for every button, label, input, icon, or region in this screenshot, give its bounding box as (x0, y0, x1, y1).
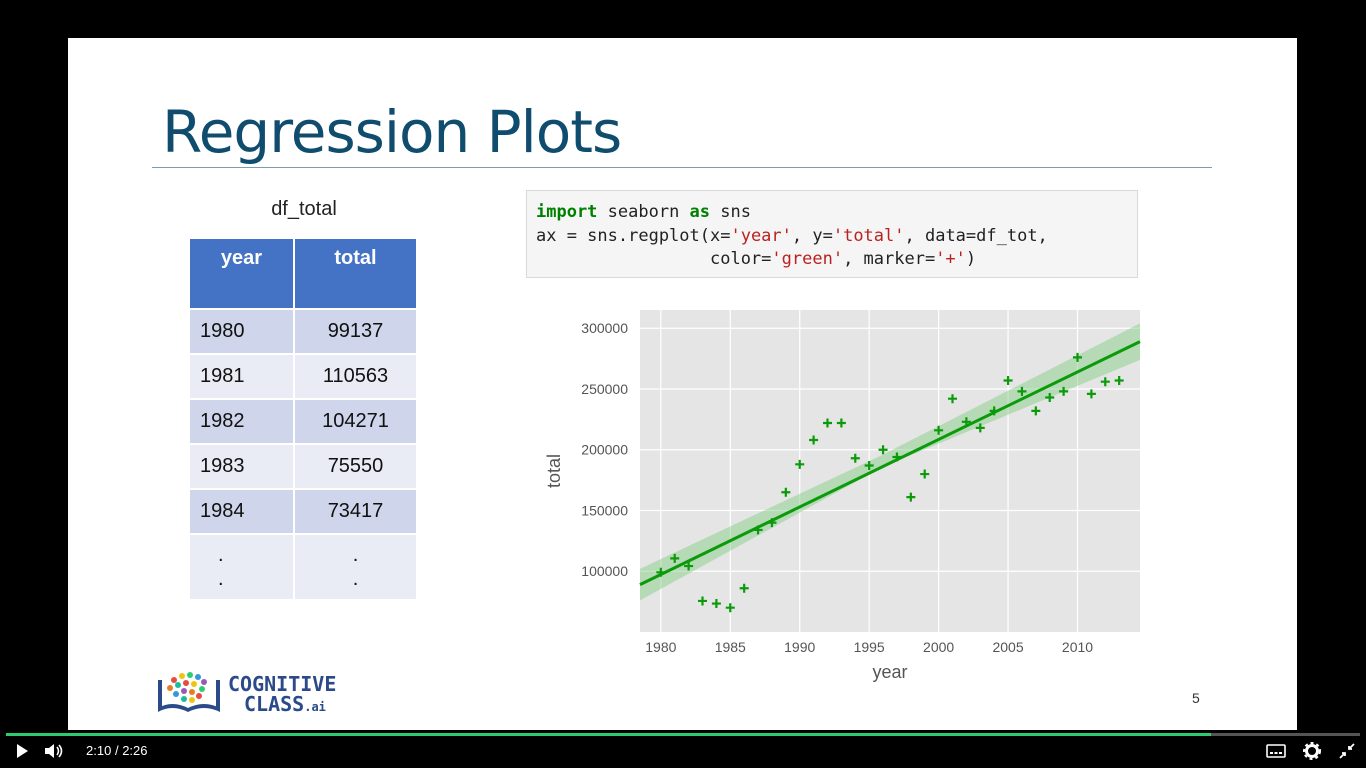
data-point (1031, 406, 1041, 416)
data-point (1073, 352, 1082, 362)
cell-total: 75550 (294, 443, 418, 489)
cell-year: 1984 (190, 488, 295, 534)
x-axis-label: year (872, 662, 907, 682)
regression-line (639, 340, 1141, 586)
data-point (684, 561, 694, 571)
video-control-bar: 2:10 / 2:26 (0, 730, 1366, 768)
column-header-total: total (294, 239, 418, 309)
data-point (948, 394, 957, 404)
data-point (711, 599, 721, 609)
logo-text: COGNITIVE CLASS.ai (228, 672, 337, 716)
time-separator: / (114, 743, 119, 758)
data-point (809, 435, 819, 445)
x-tick-label: 1995 (854, 639, 885, 655)
regression-chart: 100000 150000 200000 250000 300000 1980 1985 19… (544, 310, 1141, 682)
data-point (1100, 377, 1110, 387)
data-point (781, 487, 791, 497)
slide-page-number: 5 (1192, 690, 1200, 706)
y-axis-label: total (544, 454, 564, 488)
data-point (823, 418, 832, 428)
y-tick-label: 100000 (581, 563, 628, 579)
data-point (1059, 386, 1069, 396)
cognitive-class-logo: COGNITIVE CLASS.ai (154, 670, 354, 720)
data-point (739, 583, 749, 593)
current-time: 2:10 (86, 743, 112, 758)
x-tick-label: 1980 (645, 639, 676, 655)
plot-area (640, 310, 1140, 632)
exit-fullscreen-icon[interactable] (1339, 743, 1355, 759)
progress-track[interactable] (6, 733, 1360, 736)
cell-year: 1980 (190, 308, 295, 354)
y-tick-label: 250000 (581, 381, 628, 397)
data-point (1086, 389, 1096, 399)
data-point (1017, 386, 1027, 396)
x-tick-label: 1985 (715, 639, 746, 655)
data-point (1114, 375, 1124, 385)
y-tick-label: 300000 (581, 320, 628, 336)
ellipsis-total: .. (294, 533, 418, 599)
y-tick-label: 150000 (581, 502, 628, 518)
cell-total: 99137 (294, 308, 418, 354)
data-point (934, 425, 944, 435)
data-table: year total 1980 99137 1981 110563 1982 1… (190, 239, 418, 599)
code-line-2: ax = sns.regplot(x='year', y='total', da… (536, 225, 1048, 246)
cell-year: 1981 (190, 353, 295, 399)
table-row: 1981 110563 (190, 353, 418, 399)
cell-total: 110563 (294, 353, 418, 399)
data-point (795, 459, 805, 469)
duration: 2:26 (122, 743, 148, 758)
table-caption: df_total (271, 198, 337, 220)
table-row: 1983 75550 (190, 443, 418, 489)
table-row: 1980 99137 (190, 308, 418, 354)
data-point (670, 553, 680, 563)
ellipsis-year: .. (190, 533, 295, 599)
logo-mark-icon (158, 672, 220, 712)
data-point (698, 596, 707, 606)
table-row: 1982 104271 (190, 398, 418, 444)
title-divider (152, 167, 1212, 168)
data-point (836, 418, 846, 428)
x-tick-label: 2000 (923, 639, 954, 655)
cell-total: 73417 (294, 488, 418, 534)
code-line-1: import seaborn as sns (536, 202, 751, 222)
captions-icon[interactable] (1266, 744, 1286, 758)
slide: Regression Plots df_total year total 198… (68, 38, 1297, 730)
code-line-3: color='green', marker='+') (536, 249, 977, 269)
progress-fill (6, 733, 1212, 736)
cell-year: 1982 (190, 398, 295, 444)
x-tick-label: 2010 (1062, 639, 1093, 655)
x-tick-label: 1990 (784, 639, 815, 655)
x-tick-label: 2005 (992, 639, 1023, 655)
data-point (975, 423, 985, 433)
cell-year: 1983 (190, 443, 295, 489)
data-point (920, 469, 930, 479)
data-point (906, 492, 916, 502)
code-block: import seaborn as sns ax = sns.regplot(x… (526, 190, 1138, 278)
data-point (864, 461, 874, 471)
volume-icon[interactable] (44, 743, 64, 759)
data-point (878, 445, 888, 455)
time-display: 2:10 / 2:26 (86, 743, 148, 758)
play-icon[interactable] (14, 743, 30, 759)
table-ellipsis-row: .. .. (190, 533, 418, 599)
slide-title: Regression Plots (162, 98, 622, 166)
table-row: 1984 73417 (190, 488, 418, 534)
column-header-year: year (190, 239, 295, 309)
y-tick-label: 200000 (581, 442, 628, 458)
gear-icon[interactable] (1303, 742, 1321, 760)
table-header-row: year total (190, 239, 418, 309)
data-point (1045, 392, 1055, 402)
data-point (1003, 375, 1013, 385)
data-point (850, 453, 860, 463)
data-point (725, 603, 735, 613)
cell-total: 104271 (294, 398, 418, 444)
